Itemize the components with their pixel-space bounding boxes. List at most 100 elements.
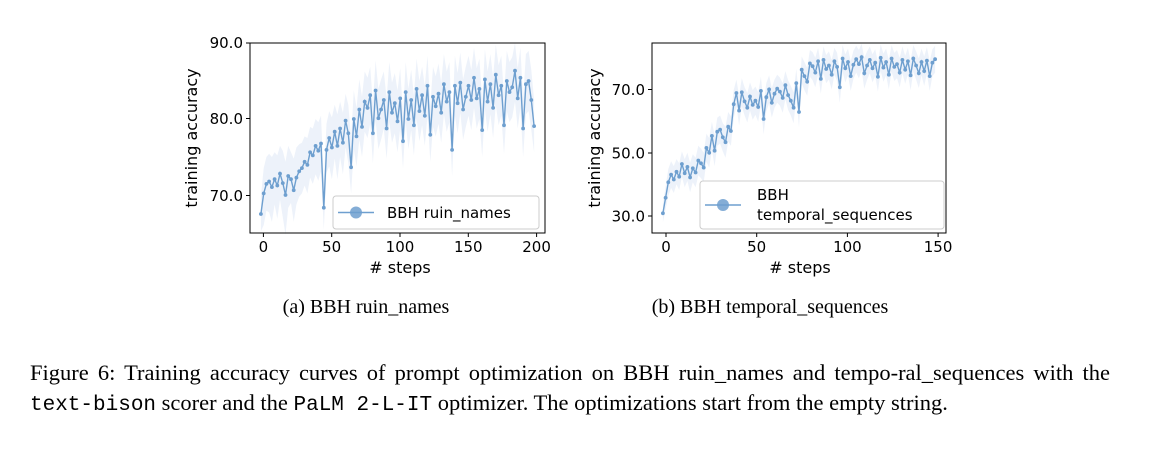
- panel-a-data-point: [436, 91, 441, 96]
- panel-b-data-point: [813, 70, 818, 75]
- panel-b: 0 50 100 150 30.0 50.0 70.0 # steps trai…: [585, 42, 952, 318]
- panel-a-data-point: [395, 119, 400, 124]
- panel-b-data-point: [729, 129, 733, 133]
- panel-a-data-point: [491, 106, 495, 110]
- panel-a-data-point: [330, 145, 334, 150]
- panel-a-data-point: [294, 175, 299, 180]
- panel-a-data-point: [297, 169, 302, 174]
- panel-b-data-point: [791, 105, 796, 110]
- panel-a-data-point: [310, 153, 315, 158]
- panel-b-data-point: [824, 67, 829, 71]
- panel-a-data-point: [450, 148, 454, 152]
- panel-a-subcaption: (a) BBH ruin_names: [283, 296, 450, 318]
- panel-a-data-point: [373, 88, 378, 93]
- panel-b-data-point: [919, 60, 924, 64]
- panel-a-plot: [259, 43, 536, 235]
- panel-b-data-point: [748, 94, 752, 99]
- panel-b-data-point: [889, 56, 894, 61]
- panel-a-data-point: [488, 82, 493, 87]
- panel-b-data-point: [835, 65, 839, 69]
- panel-a-data-point: [485, 99, 490, 104]
- x-tick-label: 0: [661, 238, 671, 256]
- caption-optimizer: PaLM 2-L-IT: [293, 394, 433, 417]
- panel-a-data-point: [412, 123, 416, 128]
- panel-a-data-point: [302, 159, 307, 164]
- legend-label-line2: temporal_sequences: [757, 206, 913, 225]
- legend-label-line1: BBH: [757, 186, 789, 204]
- x-tick-label: 50: [747, 238, 766, 256]
- panel-b-data-point: [726, 124, 731, 129]
- panel-b-data-point: [862, 71, 867, 76]
- panel-a-data-point: [351, 117, 356, 121]
- x-tick-label: 200: [522, 238, 551, 256]
- panel-a-data-point: [521, 126, 525, 131]
- legend-box: [699, 180, 945, 230]
- panel-a-data-point: [261, 191, 266, 196]
- panel-a-data-point: [272, 177, 277, 182]
- panel-b-data-point: [848, 74, 853, 78]
- panel-b-data-point: [704, 146, 709, 150]
- panel-b-data-point: [810, 64, 815, 69]
- panel-b-data-point: [742, 99, 747, 104]
- panel-b-data-point: [734, 91, 739, 95]
- panel-b-data-point: [682, 171, 687, 176]
- panel-a-yticks: 70.0 80.0 90.0: [210, 34, 250, 205]
- panel-b-data-point: [851, 62, 856, 67]
- panel-a-data-point: [439, 110, 444, 115]
- panel-a-data-point: [428, 132, 433, 137]
- panel-b-data-point: [797, 110, 801, 114]
- panel-a-data-point: [499, 83, 504, 88]
- panel-b-yticks: 30.0 50.0 70.0: [612, 81, 652, 226]
- x-tick-label: 100: [833, 238, 862, 256]
- panel-b-data-point: [794, 81, 799, 85]
- figure-caption: Figure 6: Training accuracy curves of pr…: [30, 358, 1110, 421]
- panel-a-data-point: [458, 80, 463, 85]
- panel-a-data-point: [319, 141, 323, 146]
- y-tick-label: 50.0: [612, 145, 645, 163]
- panel-b-data-point: [816, 59, 820, 64]
- panel-a-data-point: [461, 107, 465, 112]
- panel-b-legend: BBH temporal_sequences: [699, 180, 945, 230]
- panel-b-data-point: [840, 56, 845, 61]
- panel-a-data-point: [425, 83, 430, 88]
- panel-b-data-point: [925, 58, 929, 63]
- panel-b-data-point: [895, 62, 899, 66]
- panel-b-data-point: [775, 86, 780, 91]
- panel-b-data-point: [767, 87, 771, 92]
- panel-a-data-point: [278, 171, 282, 176]
- panel-b-data-point: [663, 195, 668, 200]
- panel-b-data-point: [769, 100, 774, 105]
- panel-a-data-point: [275, 183, 280, 188]
- panel-a-data-point: [289, 177, 293, 182]
- panel-b-data-point: [778, 89, 782, 94]
- panel-b-data-point: [930, 60, 935, 65]
- panel-a-data-point: [286, 174, 291, 178]
- panel-b-data-point: [846, 60, 850, 64]
- panel-a-data-point: [422, 113, 427, 118]
- y-tick-label: 80.0: [210, 110, 243, 128]
- panel-b-data-point: [897, 70, 902, 75]
- panel-b-data-point: [876, 74, 880, 79]
- panel-b-data-point: [884, 60, 888, 64]
- panel-a-data-point: [444, 99, 449, 104]
- panel-a-data-point: [493, 72, 498, 77]
- panel-a-data-point: [398, 96, 403, 101]
- panel-a-data-point: [474, 96, 479, 101]
- panel-b-data-point: [690, 166, 695, 171]
- panel-a-data-point: [420, 93, 424, 98]
- panel-b-data-point: [699, 161, 703, 166]
- panel-b-data-point: [805, 79, 810, 84]
- panel-b-data-point: [878, 55, 883, 60]
- panel-a-data-point: [300, 166, 304, 171]
- panel-a-data-point: [392, 101, 397, 106]
- panel-b-data-point: [696, 158, 701, 163]
- panel-a-data-point: [371, 131, 375, 136]
- panel-a-data-point: [346, 131, 351, 136]
- panel-a-data-point: [504, 79, 509, 83]
- panel-b-data-point: [857, 62, 861, 66]
- panel-b-data-point: [859, 55, 864, 59]
- panel-a-data-point: [376, 116, 381, 121]
- panel-a-data-point: [283, 193, 288, 197]
- x-tick-label: 0: [259, 238, 269, 256]
- caption-text-3: optimizer. The optimizations start from …: [432, 390, 948, 415]
